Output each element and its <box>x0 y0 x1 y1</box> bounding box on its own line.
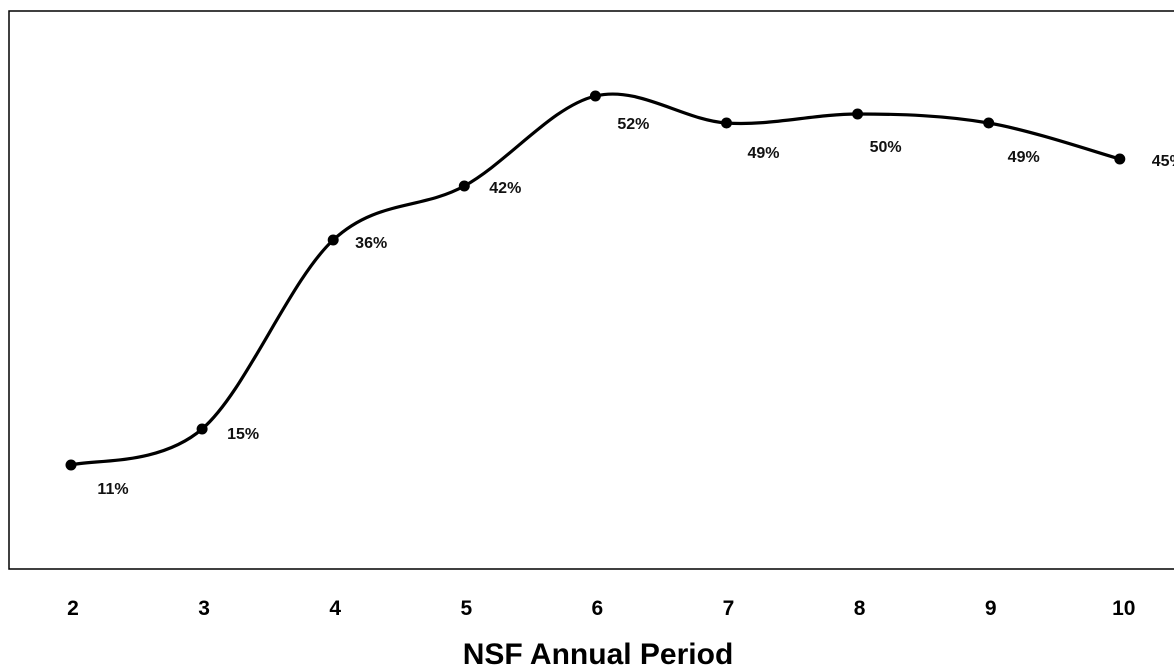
data-label: 11% <box>97 481 128 498</box>
data-point-marker <box>721 117 732 129</box>
plot-area-frame <box>8 10 1174 570</box>
data-point-marker <box>65 459 77 471</box>
data-label: 42% <box>489 180 521 197</box>
series-line <box>69 92 1122 467</box>
x-axis-tick-label: 10 <box>1112 597 1135 620</box>
x-axis-tick-labels: 2 3 4 5 6 7 8 9 10 <box>67 597 1135 620</box>
data-point-marker <box>196 423 208 435</box>
x-axis-title: NSF Annual Period <box>463 638 734 669</box>
x-axis-tick-label: 4 <box>329 597 341 620</box>
data-label: 52% <box>617 116 649 133</box>
data-label: 49% <box>747 145 779 162</box>
data-point-marker <box>589 90 601 102</box>
x-axis-tick-label: 5 <box>460 597 472 620</box>
x-axis-tick-label: 7 <box>723 597 735 620</box>
data-label: 50% <box>870 139 902 156</box>
x-axis-tick-label: 6 <box>592 597 604 620</box>
marker-group <box>65 90 1126 471</box>
data-point-marker <box>327 234 339 246</box>
data-point-marker <box>983 117 995 129</box>
data-label: 36% <box>355 235 387 252</box>
data-label: 49% <box>1008 149 1040 166</box>
x-axis-tick-label: 8 <box>854 597 866 620</box>
x-axis-tick-label: 3 <box>198 597 210 620</box>
data-point-marker <box>458 180 470 192</box>
x-axis-tick-label: 2 <box>67 597 79 620</box>
data-label-group: 11% 15% 36% 42% 52% 49% 50% 49% 45% <box>97 116 1174 498</box>
x-axis-tick-label: 9 <box>985 597 997 620</box>
data-point-marker <box>852 108 864 120</box>
data-point-marker <box>1114 153 1126 165</box>
data-label: 45% <box>1152 153 1174 170</box>
data-label: 15% <box>227 426 259 443</box>
